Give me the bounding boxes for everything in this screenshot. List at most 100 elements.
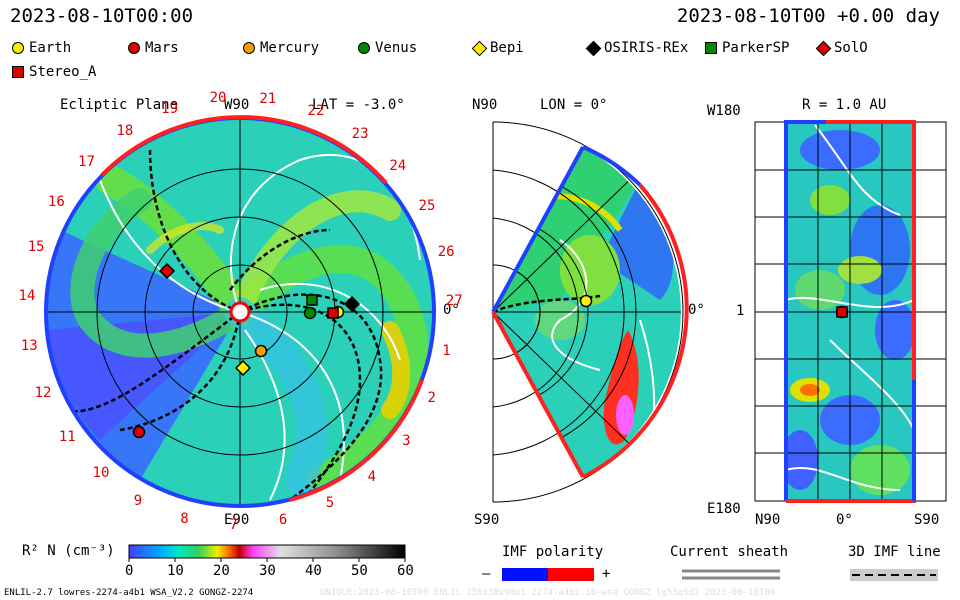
legend-label: Bepi — [490, 40, 524, 56]
rotation-number: 8 — [180, 510, 189, 527]
legend-item-parkersp: ParkerSP — [705, 40, 789, 56]
meridional-right-label: 0° — [688, 302, 705, 318]
timestamp-left: 2023-08-10T00:00 — [10, 5, 194, 27]
rotation-number: 3 — [402, 432, 411, 449]
earth-position-marker — [579, 294, 593, 308]
rotation-number: 21 — [259, 90, 277, 107]
circle-marker-icon — [128, 42, 140, 54]
legend-item-earth: Earth — [12, 40, 71, 56]
bepi-position-marker — [234, 359, 252, 377]
ecliptic-right-label: 0° — [443, 302, 460, 318]
colorbar-tick-label: 30 — [259, 563, 276, 579]
colorbar-tick-label: 50 — [351, 563, 368, 579]
rotation-number: 11 — [58, 428, 76, 445]
imf-plus: + — [602, 566, 611, 582]
legend-label: Stereo_A — [29, 64, 97, 80]
legend-item-mars: Mars — [128, 40, 179, 56]
sun-icon — [229, 301, 251, 323]
square-marker-icon — [12, 66, 24, 78]
timestamp-right: 2023-08-10T00 +0.00 day — [676, 5, 940, 27]
legend-item-mercury: Mercury — [243, 40, 319, 56]
meridional-bottom-label: S90 — [474, 512, 500, 528]
ecliptic-bottom-label: E90 — [224, 512, 250, 528]
imf-line-swatch — [850, 569, 938, 581]
footer-right: UNIQUE:2023-08-10T00 ENLIL 256x30x90x1 2… — [320, 588, 776, 598]
rotation-number: 6 — [278, 511, 288, 528]
ecliptic-title: Ecliptic Plane — [60, 97, 179, 113]
imf-minus: – — [482, 566, 491, 582]
imf-negative-swatch — [502, 568, 548, 581]
ecliptic-plane — [44, 115, 436, 508]
map-x-label-0: 0° — [836, 512, 853, 528]
rotation-number: 4 — [367, 468, 377, 485]
rotation-number: 23 — [351, 125, 369, 142]
rotation-number: 10 — [92, 465, 110, 482]
longitude-latitude-map — [754, 120, 947, 503]
circle-marker-icon — [12, 42, 24, 54]
colorbar-tick-label: 10 — [167, 563, 184, 579]
rotation-number: 16 — [47, 193, 65, 210]
legend-label: SolO — [834, 40, 868, 56]
imf-polarity-title: IMF polarity — [502, 544, 604, 560]
stereo-a-position-marker — [327, 307, 339, 319]
current-sheath-swatch — [682, 569, 780, 580]
osiris-rex-position-marker — [343, 295, 361, 313]
map-title: R = 1.0 AU — [802, 97, 887, 113]
rotation-number: 15 — [27, 239, 45, 256]
imf-line-title: 3D IMF line — [848, 544, 941, 560]
colorbar-tick-label: 60 — [397, 563, 414, 579]
rotation-number: 24 — [389, 157, 407, 174]
rotation-number: 22 — [307, 102, 325, 119]
rotation-number: 7 — [229, 516, 238, 533]
legend-label: ParkerSP — [722, 40, 790, 56]
ecliptic-top-label: W90 — [224, 97, 250, 113]
colorbar-tick-label: 0 — [125, 563, 134, 579]
venus-position-marker — [303, 306, 317, 320]
mars-position-marker — [132, 425, 146, 439]
imf-positive-swatch — [548, 568, 594, 581]
rotation-number: 20 — [209, 90, 227, 107]
legend-label: Venus — [375, 40, 418, 56]
map-x-label-s90: S90 — [914, 512, 940, 528]
mercury-position-marker — [254, 344, 268, 358]
lon-label: LON = 0° — [540, 97, 608, 113]
rotation-number: 17 — [78, 154, 95, 171]
legend-item-bepi: Bepi — [471, 40, 524, 56]
rotation-number: 14 — [18, 288, 36, 305]
parkersp-position-marker — [306, 294, 318, 306]
rotation-number: 2 — [427, 390, 436, 407]
legend-label: Mercury — [260, 40, 320, 56]
legend-label: Earth — [29, 40, 72, 56]
solo-position-marker — [158, 262, 176, 280]
colorbar-tick-label: 20 — [213, 563, 230, 579]
rotation-number: 9 — [133, 493, 143, 510]
meridional-top-label: N90 — [472, 97, 498, 113]
stereo-a-position-marker — [836, 306, 848, 318]
rotation-number: 18 — [116, 122, 134, 139]
footer-left: ENLIL-2.7 lowres-2274-a4b1 WSA_V2.2 GONG… — [4, 588, 254, 598]
legend-item-venus: Venus — [358, 40, 417, 56]
legend-label: OSIRIS-REx — [604, 40, 689, 56]
map-bottom-left-label: E180 — [707, 501, 741, 517]
legend-item-stereo-a: Stereo_A — [12, 64, 96, 80]
rotation-number: 12 — [34, 385, 52, 402]
square-marker-icon — [705, 42, 717, 54]
rotation-number: 25 — [418, 198, 436, 215]
legend-item-osiris-rex: OSIRIS-REx — [585, 40, 689, 56]
legend-item-solo: SolO — [815, 40, 868, 56]
rotation-number: 1 — [442, 342, 451, 359]
circle-marker-icon — [243, 42, 255, 54]
map-top-left-label: W180 — [707, 103, 741, 119]
colorbar-tick-label: 40 — [305, 563, 322, 579]
colorbar-label: R² N (cm⁻³) — [22, 543, 115, 559]
circle-marker-icon — [358, 42, 370, 54]
lat-label: LAT = -3.0° — [312, 97, 405, 113]
rotation-number: 19 — [161, 101, 178, 118]
rotation-number: 13 — [20, 337, 38, 354]
rotation-number: 5 — [325, 495, 335, 512]
colorbar — [128, 544, 406, 559]
rotation-number: 27 — [445, 293, 463, 310]
legend-label: Mars — [145, 40, 179, 56]
map-mid-left-label: 1 — [736, 303, 745, 319]
